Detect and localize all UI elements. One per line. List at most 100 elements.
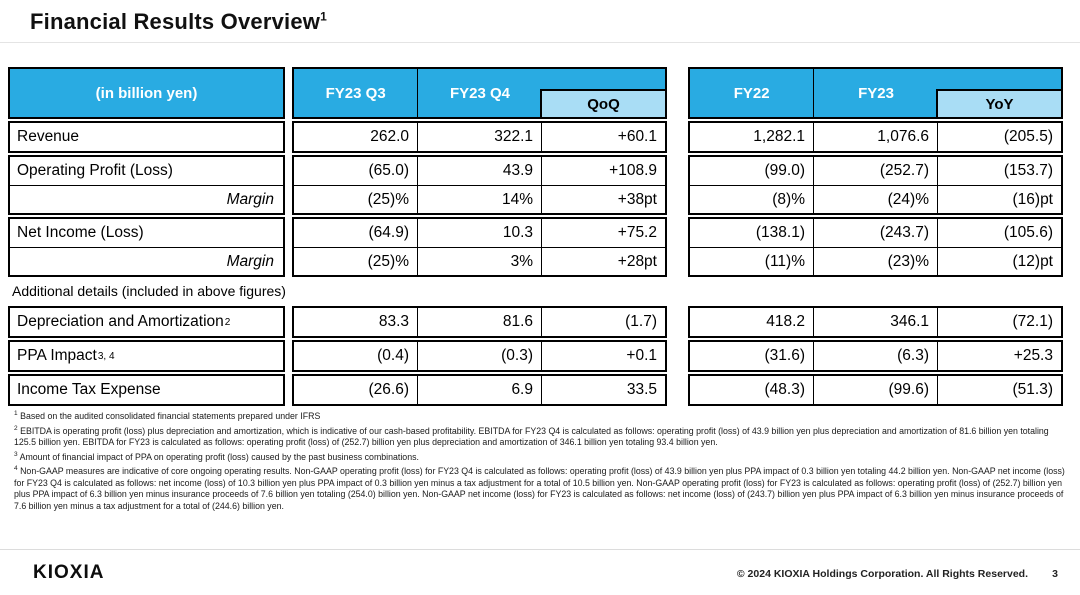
year-header-row: FY22 FY23 YoY [688,67,1063,119]
footnotes: 1 Based on the audited consolidated fina… [14,408,1068,512]
quarter-block: FY23 Q3 FY23 Q4 QoQ 262.0 322.1 +60.1 (6… [292,67,667,277]
table-cell: (25)% [367,190,409,208]
table-cell: (64.9) [368,224,410,241]
table-row: (26.6) 6.9 33.5 [294,376,665,404]
table-row-group: (48.3) (99.6) (51.3) [688,374,1063,406]
year-block-additional: 418.2 346.1 (72.1) (31.6) (6.3) +25.3 (4… [688,304,1063,406]
table-cell: +38pt [541,186,665,213]
table-row: (0.4) (0.3) +0.1 [294,342,665,370]
label-column: Depreciation and Amortization 2 PPA Impac… [8,304,285,406]
table-cell: +25.3 [937,342,1061,370]
table-cell: 33.5 [541,376,665,404]
table-cell: (99.0) [764,162,806,179]
table-cell: (153.7) [937,157,1061,185]
footnote-text: Non-GAAP measures are indicative of core… [14,466,1065,511]
page-title-text: Financial Results Overview [30,9,321,34]
footnote-3: 3 Amount of financial impact of PPA on o… [14,449,1068,464]
footnote-superscript: 2 [14,424,18,432]
row-label-margin: Margin [10,247,283,275]
table-cell: (205.5) [937,123,1061,151]
copyright-text: © 2024 KIOXIA Holdings Corporation. All … [736,568,1028,580]
table-cell: (0.4) [377,347,409,364]
table-cell: (1.7) [541,308,665,336]
table-row: (31.6) (6.3) +25.3 [690,342,1061,370]
footnote-superscript: 3 [14,450,18,458]
table-cell: 418.2 [766,313,805,330]
table-cell: (48.3) [764,381,806,398]
unit-header-cell: (in billion yen) [8,67,285,119]
row-label: Operating Profit (Loss) [17,162,173,179]
financial-results-tables: (in billion yen) Revenue Operating Profi… [8,67,1063,406]
page-title-superscript: 1 [320,9,327,24]
table-row-group: 83.3 81.6 (1.7) [292,306,667,338]
table-cell: +60.1 [541,123,665,151]
table-cell: 322.1 [417,123,541,151]
row-label: Revenue [17,128,80,145]
table-cell: (8)% [772,190,805,208]
label-group-tax: Income Tax Expense [8,374,285,406]
table-cell: +108.9 [541,157,665,185]
table-cell: 6.9 [417,376,541,404]
label-group-depreciation: Depreciation and Amortization 2 [8,306,285,338]
table-row: (65.0) 43.9 +108.9 [294,157,665,185]
row-label-text: PPA Impact [17,347,97,364]
table-cell: (16)pt [937,186,1061,213]
row-label-margin: Margin [10,185,283,213]
table-row: 418.2 346.1 (72.1) [690,308,1061,336]
footnote-text: EBITDA is operating profit (loss) plus d… [14,425,1049,448]
table-cell: +0.1 [541,342,665,370]
header-cell-fy23: FY23 [813,69,937,117]
table-cell: 83.3 [378,313,409,330]
header-cell-fy23q3: FY23 Q3 [325,84,386,102]
table-cell: (25)% [367,252,409,270]
main-table: (in billion yen) Revenue Operating Profi… [8,67,1063,277]
table-cell: 81.6 [417,308,541,336]
header-cell-yoy: YoY [936,89,1063,119]
label-group-operating-profit: Operating Profit (Loss) Margin [8,155,285,215]
year-block: FY22 FY23 YoY 1,282.1 1,076.6 (205.5) (9… [688,67,1063,277]
table-cell: +28pt [541,248,665,275]
table-cell: (243.7) [813,219,937,247]
table-row: (8)% (24)% (16)pt [690,185,1061,213]
table-cell: 346.1 [813,308,937,336]
table-cell: 262.0 [370,128,409,145]
table-cell: (23)% [813,248,937,275]
additional-details-table: Depreciation and Amortization 2 PPA Impac… [8,304,1063,406]
table-cell: 3% [417,248,541,275]
table-row: 262.0 322.1 +60.1 [294,123,665,151]
table-row: 83.3 81.6 (1.7) [294,308,665,336]
table-row: (25)% 3% +28pt [294,247,665,275]
table-cell: (72.1) [937,308,1061,336]
table-cell: (31.6) [764,347,806,364]
table-row: (64.9) 10.3 +75.2 [294,219,665,247]
footnote-superscript: 1 [14,410,18,417]
table-row-group: 262.0 322.1 +60.1 [292,121,667,153]
table-cell: (11)% [764,252,805,270]
table-cell: +75.2 [541,219,665,247]
table-cell: (12)pt [937,248,1061,275]
table-row: (11)% (23)% (12)pt [690,247,1061,275]
header-cell-fy22: FY22 [733,84,770,102]
additional-details-label: Additional details (included in above fi… [12,283,286,299]
page-title: Financial Results Overview1 [30,9,327,35]
table-row-group: (138.1) (243.7) (105.6) (11)% (23)% (12)… [688,217,1063,277]
row-label: Income Tax Expense [10,376,283,404]
table-cell: 43.9 [417,157,541,185]
header-cell-qoq: QoQ [540,89,667,119]
unit-label: (in billion yen) [95,84,198,102]
table-row-group: (65.0) 43.9 +108.9 (25)% 14% +38pt [292,155,667,215]
table-cell: (138.1) [755,224,805,241]
page-number: 3 [1052,568,1058,580]
table-row-group: (31.6) (6.3) +25.3 [688,340,1063,372]
table-cell: (252.7) [813,157,937,185]
label-group-net-income: Net Income (Loss) Margin [8,217,285,277]
quarter-block-additional: 83.3 81.6 (1.7) (0.4) (0.3) +0.1 (26.6) [292,304,667,406]
table-cell: (26.6) [368,381,410,398]
table-row-group: 1,282.1 1,076.6 (205.5) [688,121,1063,153]
table-cell: (65.0) [368,162,410,179]
row-label: Net Income (Loss) [17,224,144,241]
table-row: 1,282.1 1,076.6 (205.5) [690,123,1061,151]
table-cell: (51.3) [937,376,1061,404]
footer-divider [0,549,1080,550]
